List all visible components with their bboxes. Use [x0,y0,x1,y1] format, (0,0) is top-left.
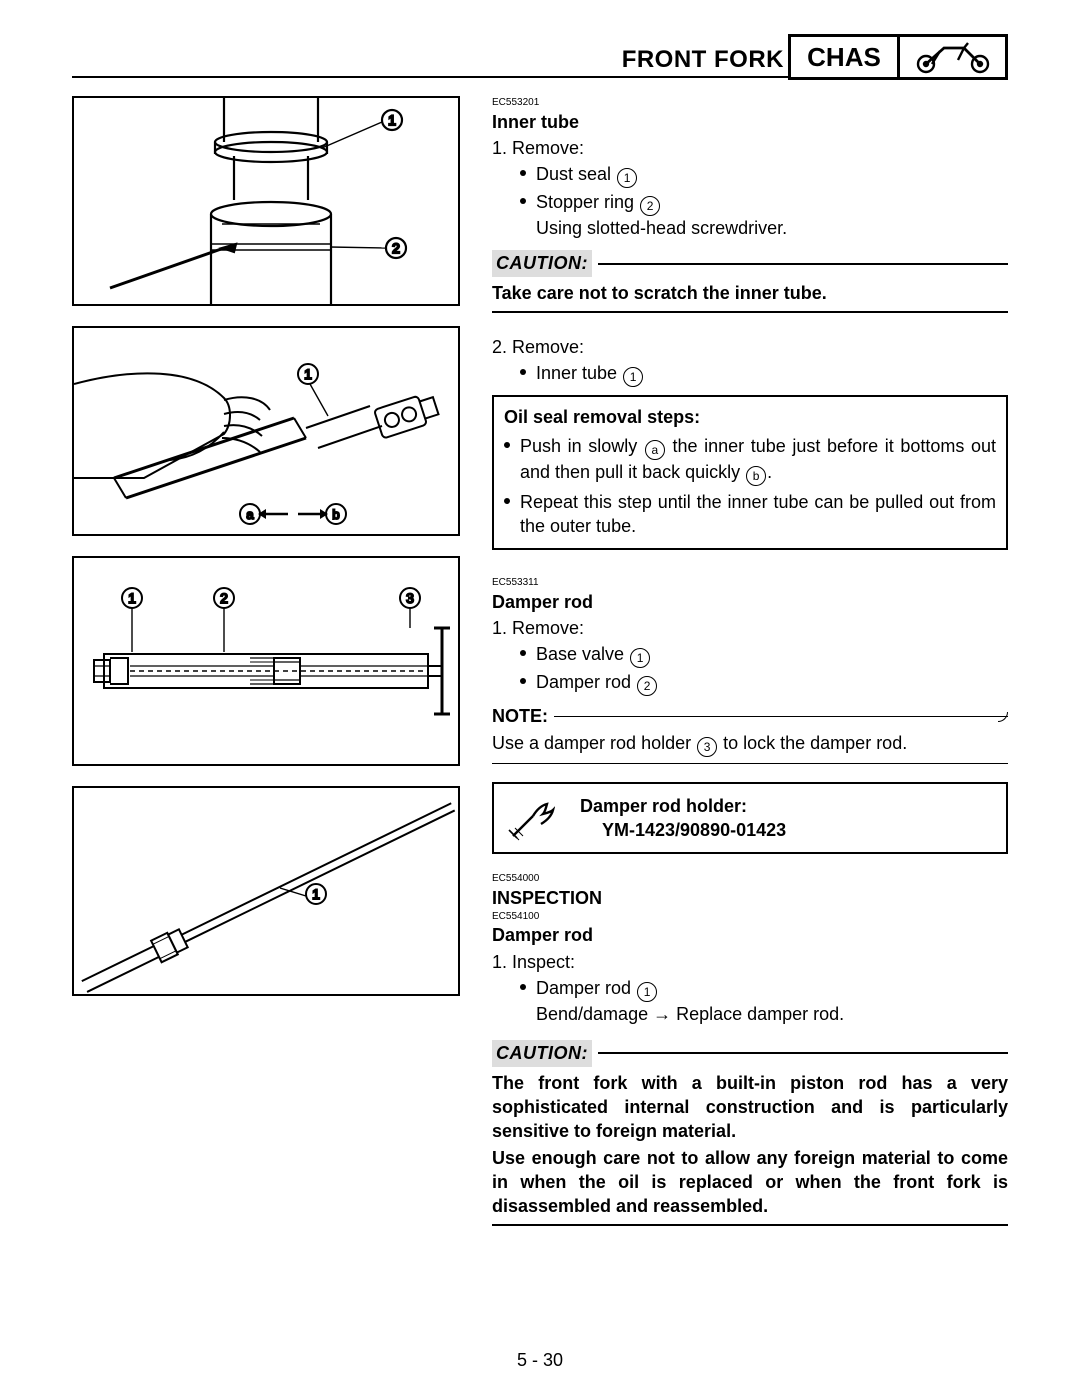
tool-icon [494,784,568,853]
caution-label: CAUTION: [492,1040,592,1066]
caution-para-2: Use enough care not to allow any foreign… [492,1146,1008,1219]
svg-text:1: 1 [128,590,136,606]
svg-text:a: a [246,507,254,522]
motorcycle-icon [908,40,998,74]
svg-text:3: 3 [406,590,414,606]
procedure-box: Oil seal removal steps: Push in slowly a… [492,395,1008,550]
bullet-tail: Using slotted-head screwdriver. [536,216,1008,240]
bullet-stopper-ring: Stopper ring 2 Using slotted-head screwd… [520,190,1008,240]
svg-text:1: 1 [388,112,396,128]
figure-damper-rod-tool: 1 2 3 [72,556,460,766]
procedure-title: Oil seal removal steps: [504,405,996,429]
figure-damper-rod: 1 [72,786,460,996]
svg-text:b: b [332,507,339,522]
divider [492,1224,1008,1226]
section-title-inspection: INSPECTION [492,886,1008,910]
section-title-damper-rod-2: Damper rod [492,923,1008,947]
bullet-inner-tube: Inner tube 1 [520,361,1008,387]
note-text: Use a damper rod holder 3 to lock the da… [492,731,1008,757]
caution-label: CAUTION: [492,250,592,276]
step-2-remove: 2. Remove: [492,335,1008,359]
bullet-damper-rod: Damper rod 2 [520,670,1008,696]
note-line [554,716,1008,717]
note-label: NOTE: [492,704,548,728]
section-title-inner-tube: Inner tube [492,110,1008,134]
procedure-step-1: Push in slowly a the inner tube just bef… [504,434,996,486]
ref-code: EC553311 [492,576,1008,590]
procedure-step-2: Repeat this step until the inner tube ca… [504,490,996,539]
chas-box: CHAS [788,34,900,80]
section-title-damper-rod: Damper rod [492,590,1008,614]
figure-column: 1 2 [72,96,460,1226]
figure-inner-tube-seal: 1 2 [72,96,460,306]
svg-text:2: 2 [220,590,228,606]
page-header: FRONT FORK CHAS [72,34,1008,78]
tool-text: Damper rod holder: YM-1423/90890-01423 [568,784,798,853]
divider [492,311,1008,313]
bullet-tail: Bend/damage → Replace damper rod. [536,1002,1008,1026]
caution-line [598,1052,1008,1054]
tool-box: Damper rod holder: YM-1423/90890-01423 [492,782,1008,855]
divider [492,763,1008,764]
caution-line [598,263,1008,265]
bullet-dust-seal: Dust seal 1 [520,162,1008,188]
caution-para-1: The front fork with a built-in piston ro… [492,1071,1008,1144]
svg-text:2: 2 [392,240,400,256]
step-1-remove: 1. Remove: [492,136,1008,160]
text-column: EC553201 Inner tube 1. Remove: Dust seal… [460,96,1008,1226]
ref-code: EC553201 [492,96,1008,110]
caution-text: Take care not to scratch the inner tube. [492,281,1008,305]
svg-text:1: 1 [304,366,312,382]
caution-row: CAUTION: [492,250,1008,276]
header-title: FRONT FORK [622,46,784,74]
bullet-base-valve: Base valve 1 [520,642,1008,668]
step-remove: 1. Remove: [492,616,1008,640]
motorcycle-icon-box [900,34,1008,80]
page: FRONT FORK CHAS [0,0,1080,1397]
ref-code: EC554000 [492,872,1008,886]
bullet-inspect-damper-rod: Damper rod 1 Bend/damage → Replace dampe… [520,976,1008,1026]
caution-row-2: CAUTION: [492,1040,1008,1066]
content-columns: 1 2 [72,96,1008,1226]
note-row: NOTE: [492,704,1008,728]
page-number: 5 - 30 [0,1350,1080,1371]
svg-text:1: 1 [312,886,320,902]
ref-code: EC554100 [492,910,1008,924]
figure-inner-tube-pull: 1 a b [72,326,460,536]
step-inspect: 1. Inspect: [492,950,1008,974]
